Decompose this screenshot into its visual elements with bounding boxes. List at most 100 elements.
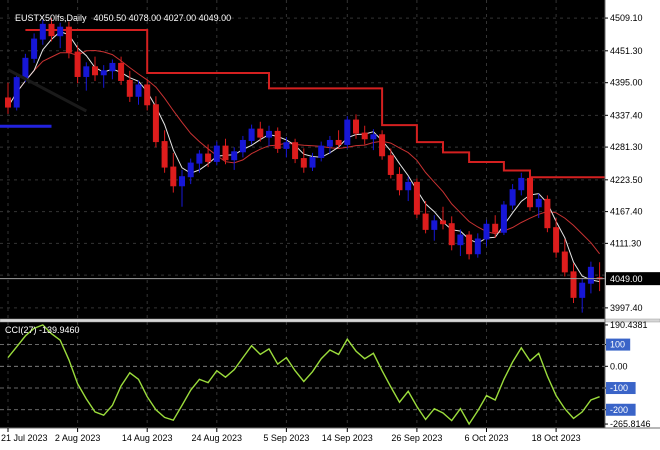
candle-body <box>440 220 446 225</box>
candle-body <box>413 181 420 215</box>
candle-body <box>187 162 194 178</box>
cci-axis-label: -265.8146 <box>610 419 651 429</box>
price-axis-label: 4337.40 <box>610 110 643 120</box>
date-axis-label: 24 Aug 2023 <box>192 433 243 443</box>
candle-body <box>144 84 151 106</box>
candle-body <box>22 57 29 79</box>
date-axis-label: 14 Sep 2023 <box>322 433 373 443</box>
cci-axis-label: 190.4381 <box>610 320 648 330</box>
candle-body <box>466 234 473 255</box>
candle-body <box>5 97 11 108</box>
cci-axis-label: 0.00 <box>610 361 628 371</box>
candle-body <box>179 176 185 187</box>
candle-body <box>422 213 429 230</box>
current-price-label: 4049.00 <box>610 274 643 284</box>
candle-body <box>222 145 229 161</box>
cci-level-badge <box>606 403 636 416</box>
cci-line <box>7 324 600 426</box>
candle-body <box>274 130 281 149</box>
candle-body <box>361 132 368 140</box>
panel-separator[interactable] <box>0 318 660 323</box>
candle-body <box>109 62 116 72</box>
cci-axis-label: 100 <box>610 340 625 350</box>
chart-title: EUSTX50lfs,Daily 4050.50 4078.00 4027.00 … <box>5 3 231 33</box>
date-axis-label: 26 Sep 2023 <box>391 433 442 443</box>
candle-body <box>318 145 325 158</box>
candle-body <box>13 77 20 108</box>
candle-body <box>152 104 159 143</box>
cci-level-badge <box>606 338 631 351</box>
candle-body <box>492 223 499 233</box>
candle-body <box>457 234 464 246</box>
candle-body <box>335 139 342 145</box>
current-price-box <box>606 272 660 286</box>
candle-body <box>483 223 490 240</box>
date-axis-label: 2 Aug 2023 <box>55 433 101 443</box>
candle-body <box>213 145 220 162</box>
candle-body <box>100 70 107 76</box>
candle-body <box>570 271 577 298</box>
candle-body <box>579 282 586 298</box>
price-axis-label: 4167.40 <box>610 207 643 217</box>
symbol-timeframe-label: EUSTX50lfs,Daily <box>15 13 87 23</box>
candle-body <box>561 251 568 273</box>
date-axis-label: 6 Oct 2023 <box>464 433 508 443</box>
candle-body <box>118 62 125 81</box>
price-axis-label: 3997.40 <box>610 303 643 313</box>
candle-body <box>161 141 168 168</box>
candle-body <box>239 139 246 153</box>
candle-body <box>405 181 412 191</box>
candle-body <box>500 204 507 233</box>
trendline[interactable] <box>7 68 88 113</box>
date-axis-label: 14 Aug 2023 <box>122 433 173 443</box>
candle-body <box>65 26 72 53</box>
cci-indicator-label: CCI(27) -139.9460 <box>5 325 80 335</box>
candle-body <box>518 177 525 191</box>
candle-body <box>92 66 98 76</box>
candle-body <box>309 156 316 168</box>
candle-body <box>48 23 55 37</box>
price-axis-label: 4111.30 <box>610 238 641 248</box>
candle-body <box>587 266 594 284</box>
candle-body <box>370 134 377 140</box>
candle-body <box>248 128 255 141</box>
candle-body <box>387 155 394 175</box>
candle-body <box>266 130 272 138</box>
ohlc-values: 4050.50 4078.00 4027.00 4049.00 <box>93 13 232 23</box>
price-axis-label: 4395.00 <box>610 78 643 88</box>
candle-body <box>257 128 264 138</box>
price-axis-label: 4509.10 <box>610 13 643 23</box>
candle-body <box>509 189 516 206</box>
candle-body <box>300 158 307 168</box>
candle-body <box>379 134 386 157</box>
cci-axis-label: -100 <box>610 383 628 393</box>
cci-axis-label: -200 <box>610 405 628 415</box>
candle-body <box>544 198 551 229</box>
price-axis-label: 4281.30 <box>610 142 643 152</box>
date-axis-label: 5 Sep 2023 <box>263 433 309 443</box>
price-axis-label: 4451.30 <box>610 46 643 56</box>
date-axis-label: 18 Oct 2023 <box>532 433 581 443</box>
candle-body <box>74 51 81 77</box>
candle-body <box>431 220 438 230</box>
candle-body <box>353 119 359 134</box>
candle-body <box>57 26 64 37</box>
candle-body <box>326 139 333 147</box>
cci-level-badge <box>606 382 636 395</box>
candle-body <box>196 153 203 164</box>
candle-body <box>474 238 481 255</box>
candle-body <box>535 198 542 208</box>
cci-indicator-area[interactable] <box>0 322 605 428</box>
candle-body <box>396 173 403 191</box>
candle-body <box>31 38 38 59</box>
candle-body <box>205 153 212 162</box>
candle-body <box>170 166 177 187</box>
price-axis-label: 4223.50 <box>610 175 643 185</box>
candle-body <box>135 84 142 97</box>
candle-body <box>83 66 90 77</box>
candle-body <box>283 142 290 149</box>
date-axis-label: 21 Jul 2023 <box>1 433 48 443</box>
candle-body <box>344 119 351 145</box>
